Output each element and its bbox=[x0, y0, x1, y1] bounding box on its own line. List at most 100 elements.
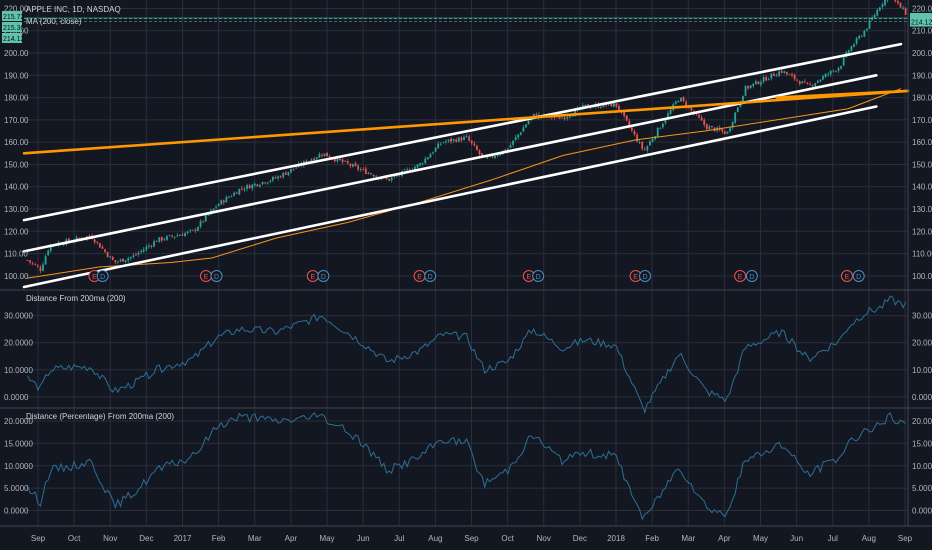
dividend-marker[interactable] bbox=[96, 270, 109, 282]
candle-body bbox=[677, 100, 680, 103]
y-tick-label-right: 200.00 bbox=[912, 49, 932, 58]
resistance-trendline[interactable] bbox=[22, 89, 910, 155]
candle-body bbox=[326, 152, 329, 157]
dividend-marker-label: D bbox=[749, 274, 754, 281]
candle-body bbox=[638, 142, 641, 143]
candle-body bbox=[256, 184, 259, 187]
earnings-marker[interactable] bbox=[840, 270, 853, 282]
candle-body bbox=[860, 36, 863, 37]
dividend-marker[interactable] bbox=[317, 270, 330, 282]
candle-body bbox=[509, 145, 512, 148]
candle-body bbox=[344, 160, 347, 162]
dividend-marker[interactable] bbox=[532, 270, 545, 282]
y-tick-label-left: 20.0000 bbox=[4, 417, 33, 426]
y-tick-label-right: 140.00 bbox=[912, 183, 932, 192]
candle-body bbox=[179, 234, 181, 236]
y-tick-label-right: 190.00 bbox=[912, 71, 932, 80]
y-tick-label-left: 20.0000 bbox=[4, 339, 33, 348]
y-tick-label-right: 180.00 bbox=[912, 94, 932, 103]
candle-body bbox=[336, 157, 339, 162]
candle-body bbox=[780, 70, 783, 73]
distance-percentage-pane[interactable] bbox=[27, 411, 906, 521]
candle-body bbox=[602, 103, 605, 108]
earnings-marker-label: E bbox=[845, 274, 850, 281]
x-tick-label: Jun bbox=[790, 534, 803, 543]
x-tick-label: Jul bbox=[828, 534, 838, 543]
candle-body bbox=[367, 172, 370, 175]
candle-body bbox=[747, 86, 750, 89]
candle-body bbox=[370, 173, 372, 175]
candle-body bbox=[406, 169, 409, 170]
channel-trendline[interactable] bbox=[22, 42, 903, 222]
dividend-marker[interactable] bbox=[745, 270, 758, 282]
distance-pane[interactable] bbox=[27, 295, 907, 414]
candle-body bbox=[762, 77, 765, 82]
candle-body bbox=[778, 71, 780, 77]
y-tick-label-right: 120.00 bbox=[912, 227, 932, 236]
candle-body bbox=[393, 175, 396, 177]
y-tick-label-left: 170.00 bbox=[4, 116, 29, 125]
candle-body bbox=[390, 177, 393, 181]
candle-body bbox=[837, 67, 840, 71]
candle-body bbox=[628, 121, 631, 127]
candle-body bbox=[749, 85, 752, 89]
candle-body bbox=[796, 79, 799, 81]
candle-body bbox=[563, 117, 566, 120]
candle-body bbox=[775, 75, 778, 77]
candle-body bbox=[853, 44, 855, 47]
dividend-marker[interactable] bbox=[852, 270, 865, 282]
candle-body bbox=[75, 237, 78, 241]
candle-body bbox=[321, 155, 323, 156]
candle-body bbox=[168, 235, 171, 236]
candle-body bbox=[827, 74, 830, 75]
candle-body bbox=[292, 168, 295, 170]
candle-body bbox=[904, 8, 907, 15]
candle-body bbox=[137, 252, 140, 255]
candle-body bbox=[419, 163, 421, 166]
distance-percentage-pane-title: Distance (Percentage) From 200ma (200) bbox=[26, 412, 174, 421]
channel-trendline[interactable] bbox=[22, 74, 878, 253]
y-tick-label-right: 30.0000 bbox=[912, 312, 932, 321]
candle-body bbox=[230, 196, 233, 197]
candle-body bbox=[352, 164, 354, 167]
candle-body bbox=[532, 113, 535, 117]
candle-body bbox=[34, 264, 37, 265]
candle-body bbox=[752, 83, 755, 87]
candle-body bbox=[277, 176, 279, 179]
dividend-marker[interactable] bbox=[639, 270, 652, 282]
candle-body bbox=[67, 238, 70, 242]
candle-body bbox=[98, 243, 101, 248]
symbol-title: APPLE INC, 1D, NASDAQ bbox=[26, 5, 121, 14]
candle-body bbox=[822, 76, 824, 80]
candle-body bbox=[876, 9, 879, 16]
candle-body bbox=[470, 140, 473, 144]
earnings-marker-label: E bbox=[92, 274, 97, 281]
candle-body bbox=[558, 115, 561, 119]
resistance-trendline[interactable] bbox=[775, 89, 910, 99]
candle-body bbox=[439, 143, 442, 145]
candle-body bbox=[189, 230, 192, 231]
earnings-marker[interactable] bbox=[734, 270, 747, 282]
channel-trendline[interactable] bbox=[22, 105, 878, 289]
earnings-marker-label: E bbox=[204, 274, 209, 281]
y-tick-label-left: 120.00 bbox=[4, 227, 29, 236]
candle-body bbox=[832, 70, 835, 72]
candle-body bbox=[328, 156, 331, 158]
candle-body bbox=[760, 82, 762, 85]
dividend-marker[interactable] bbox=[210, 270, 223, 282]
x-tick-label: Mar bbox=[248, 534, 262, 543]
candle-body bbox=[705, 124, 708, 129]
dividend-marker[interactable] bbox=[424, 270, 437, 282]
x-tick-label: Apr bbox=[718, 534, 731, 543]
candle-body bbox=[806, 83, 809, 84]
candle-body bbox=[437, 143, 440, 149]
y-tick-label-right: 110.00 bbox=[912, 250, 932, 259]
candle-body bbox=[829, 70, 832, 75]
candle-body bbox=[884, 0, 886, 6]
y-tick-label-right: 210.00 bbox=[912, 27, 932, 36]
candle-body bbox=[517, 134, 520, 138]
earnings-marker-label: E bbox=[526, 274, 531, 281]
candle-body bbox=[106, 252, 109, 257]
